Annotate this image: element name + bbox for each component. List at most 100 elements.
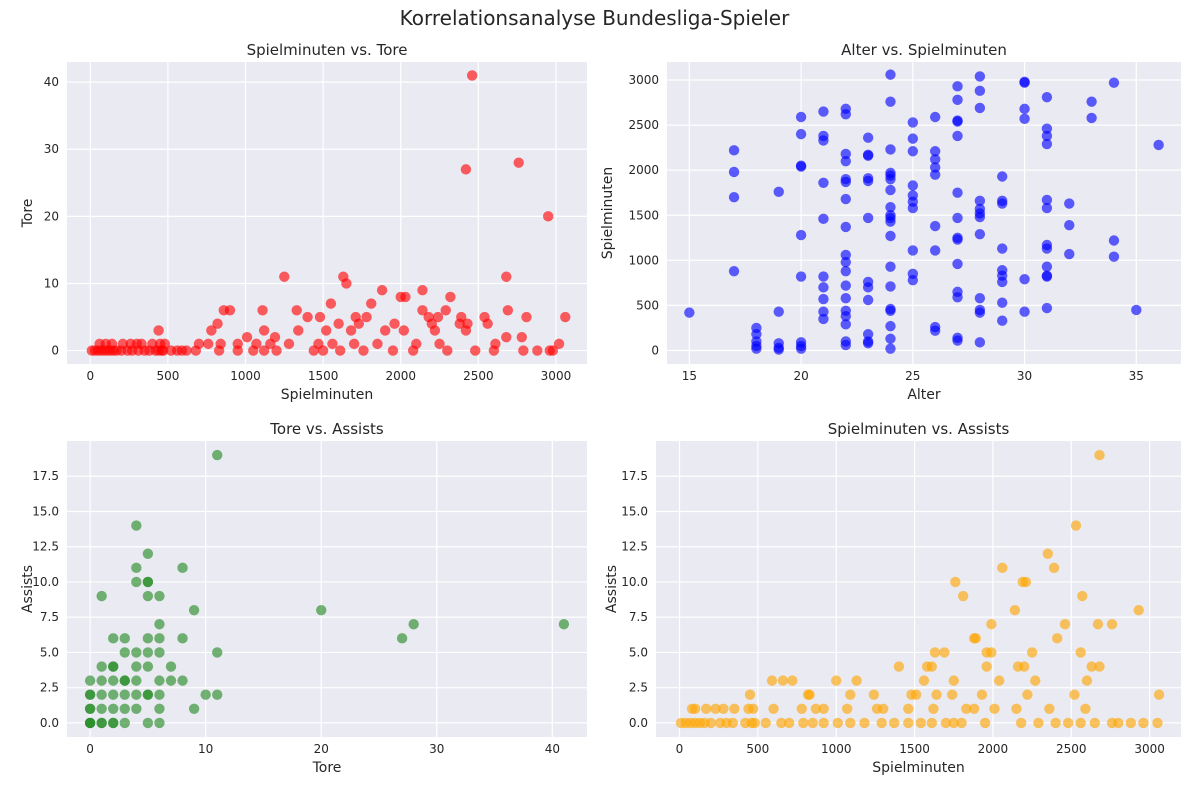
data-point bbox=[154, 590, 165, 602]
data-point bbox=[832, 717, 843, 729]
data-point bbox=[907, 274, 919, 286]
data-point bbox=[1042, 548, 1053, 559]
data-point bbox=[279, 271, 290, 282]
data-point bbox=[994, 675, 1005, 686]
data-point bbox=[1050, 717, 1061, 729]
data-point bbox=[840, 280, 851, 291]
data-point bbox=[796, 703, 807, 715]
data-point bbox=[203, 338, 214, 350]
y-axis-label: Assists bbox=[604, 565, 620, 613]
data-point bbox=[547, 345, 559, 356]
y-tick-label: 17.5 bbox=[32, 469, 59, 483]
data-point bbox=[795, 271, 807, 282]
data-point bbox=[862, 150, 874, 161]
data-point bbox=[878, 703, 889, 715]
data-point bbox=[1019, 274, 1030, 285]
data-point bbox=[885, 216, 896, 227]
data-point bbox=[142, 548, 154, 559]
data-point bbox=[462, 318, 473, 329]
data-point bbox=[445, 291, 456, 303]
data-point bbox=[903, 703, 914, 715]
panel-title: Tore vs. Assists bbox=[269, 420, 384, 438]
data-point bbox=[862, 175, 874, 187]
x-tick-label: 1000 bbox=[821, 742, 852, 756]
data-point bbox=[84, 703, 96, 715]
data-point bbox=[795, 229, 807, 241]
data-point bbox=[165, 675, 177, 686]
data-point bbox=[131, 675, 142, 686]
data-point bbox=[974, 211, 986, 223]
data-point bbox=[926, 661, 938, 672]
data-point bbox=[728, 192, 740, 203]
data-point bbox=[744, 689, 756, 700]
data-point bbox=[979, 717, 991, 729]
data-point bbox=[997, 243, 1008, 254]
data-point bbox=[396, 633, 408, 644]
data-point bbox=[952, 292, 963, 303]
data-point bbox=[119, 703, 130, 715]
data-point bbox=[840, 339, 851, 351]
data-point bbox=[482, 318, 493, 329]
y-tick-label: 2.5 bbox=[40, 681, 59, 695]
data-point bbox=[910, 689, 922, 700]
data-point bbox=[466, 70, 478, 81]
data-point bbox=[1086, 661, 1097, 672]
data-point bbox=[153, 325, 164, 336]
data-point bbox=[407, 345, 419, 356]
data-point bbox=[728, 145, 740, 156]
data-point bbox=[334, 345, 346, 356]
data-point bbox=[929, 154, 941, 165]
data-point bbox=[862, 212, 874, 224]
data-point bbox=[513, 157, 524, 168]
data-point bbox=[1081, 675, 1093, 686]
x-tick-label: 500 bbox=[156, 369, 179, 383]
y-tick-label: 15.0 bbox=[32, 504, 59, 518]
y-tick-label: 12.5 bbox=[621, 540, 648, 554]
data-point bbox=[795, 343, 807, 354]
data-point bbox=[501, 331, 512, 343]
data-point bbox=[1106, 619, 1118, 630]
data-point bbox=[768, 703, 779, 715]
y-tick-label: 20 bbox=[44, 209, 59, 223]
x-axis-label: Alter bbox=[907, 387, 941, 403]
x-tick-label: 1500 bbox=[899, 742, 930, 756]
y-tick-label: 17.5 bbox=[621, 469, 648, 483]
data-point bbox=[389, 318, 400, 329]
data-point bbox=[885, 69, 896, 80]
data-point bbox=[560, 311, 571, 323]
data-point bbox=[926, 717, 938, 729]
data-point bbox=[885, 305, 896, 317]
data-point bbox=[818, 703, 829, 715]
data-point bbox=[142, 590, 154, 602]
data-point bbox=[417, 284, 428, 296]
data-point bbox=[862, 282, 874, 293]
data-point bbox=[154, 689, 165, 700]
data-point bbox=[862, 329, 874, 340]
data-point bbox=[440, 305, 451, 316]
data-point bbox=[859, 717, 870, 729]
data-point bbox=[165, 661, 177, 672]
data-point bbox=[142, 717, 154, 729]
data-point bbox=[907, 180, 919, 191]
data-point bbox=[232, 345, 243, 356]
data-point bbox=[952, 130, 963, 142]
data-point bbox=[265, 338, 276, 350]
data-point bbox=[131, 562, 142, 574]
data-point bbox=[177, 562, 188, 574]
y-tick-label: 2500 bbox=[628, 118, 659, 132]
data-point bbox=[248, 345, 259, 356]
data-point bbox=[188, 703, 200, 715]
data-point bbox=[1020, 576, 1032, 588]
data-point bbox=[841, 703, 853, 715]
data-point bbox=[117, 338, 129, 350]
data-point bbox=[1070, 520, 1082, 531]
data-point bbox=[518, 345, 529, 356]
data-point bbox=[952, 187, 963, 198]
data-point bbox=[325, 298, 337, 309]
data-point bbox=[154, 717, 165, 729]
data-point bbox=[154, 633, 165, 644]
data-point bbox=[970, 633, 981, 644]
data-point bbox=[818, 213, 829, 225]
data-point bbox=[728, 265, 740, 277]
